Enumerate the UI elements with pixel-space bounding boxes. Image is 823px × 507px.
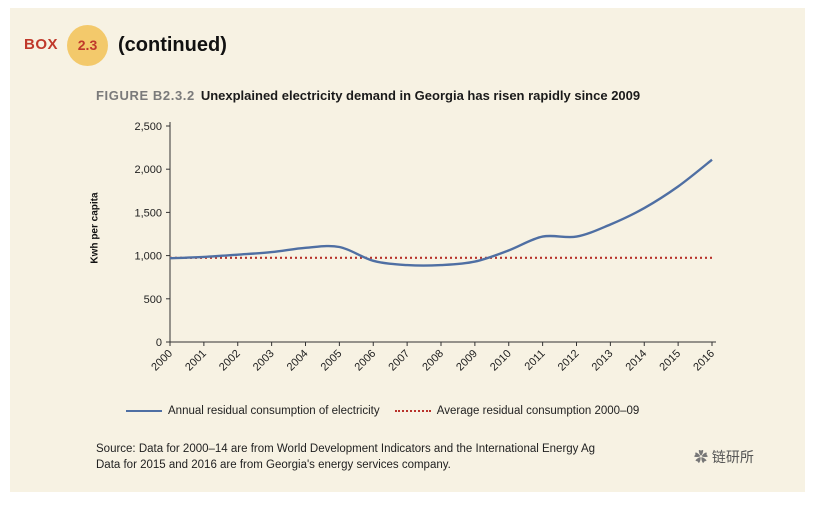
watermark-text: 链研所 xyxy=(711,449,754,465)
x-tick-label: 2000 xyxy=(149,348,175,374)
legend-label-annual: Annual residual consumption of electrici… xyxy=(168,405,380,417)
x-tick-label: 2013 xyxy=(590,348,616,374)
y-tick-label: 1,000 xyxy=(134,251,162,263)
y-tick-label: 500 xyxy=(144,294,162,306)
wechat-icon: ✿ xyxy=(694,449,708,465)
legend: Annual residual consumption of electrici… xyxy=(126,405,639,417)
watermark: ✿ 链研所 xyxy=(694,447,754,467)
source-note: Source: Data for 2000–14 are from World … xyxy=(96,441,726,473)
x-tick-label: 2009 xyxy=(454,348,480,374)
y-tick-label: 1,500 xyxy=(134,207,162,219)
x-tick-label: 2003 xyxy=(251,348,277,374)
legend-item-average: Average residual consumption 2000–09 xyxy=(394,405,640,417)
x-tick-label: 2004 xyxy=(285,348,311,374)
x-tick-label: 2002 xyxy=(217,348,243,374)
x-tick-label: 2007 xyxy=(386,348,412,374)
x-tick-label: 2001 xyxy=(183,348,209,374)
box-continued-label: (continued) xyxy=(118,34,227,56)
source-line-2: Data for 2015 and 2016 are from Georgia'… xyxy=(96,459,451,471)
x-tick-label: 2015 xyxy=(657,348,683,374)
x-tick-label: 2010 xyxy=(488,348,514,374)
x-tick-label: 2005 xyxy=(319,348,345,374)
figure-id: FIGURE B2.3.2 xyxy=(96,88,195,103)
box-number: 2.3 xyxy=(77,37,98,53)
box-number-badge xyxy=(67,25,108,66)
y-tick-label: 2,500 xyxy=(134,121,162,133)
x-tick-label: 2006 xyxy=(353,348,379,374)
x-tick-label: 2014 xyxy=(624,348,650,374)
figure-title-text: Unexplained electricity demand in Georgi… xyxy=(200,88,641,103)
x-tick-label: 2011 xyxy=(523,348,548,373)
series-line-annual xyxy=(169,158,713,267)
box-label: BOX xyxy=(24,36,59,53)
x-tick-label: 2008 xyxy=(420,348,446,374)
legend-item-annual: Annual residual consumption of electrici… xyxy=(126,405,380,417)
x-tick-label: 2012 xyxy=(556,348,582,374)
legend-solid-line-swatch xyxy=(126,409,162,412)
legend-dotted-line-swatch xyxy=(394,409,431,412)
figure-title: FIGURE B2.3.2 Unexplained electricity dem… xyxy=(96,88,640,103)
source-line-1: Source: Data for 2000–14 are from World … xyxy=(96,443,596,455)
y-tick-label: 0 xyxy=(156,337,162,349)
x-tick-label: 2016 xyxy=(691,348,717,374)
legend-label-average: Average residual consumption 2000–09 xyxy=(436,405,640,417)
y-tick-label: 2,000 xyxy=(134,164,162,176)
